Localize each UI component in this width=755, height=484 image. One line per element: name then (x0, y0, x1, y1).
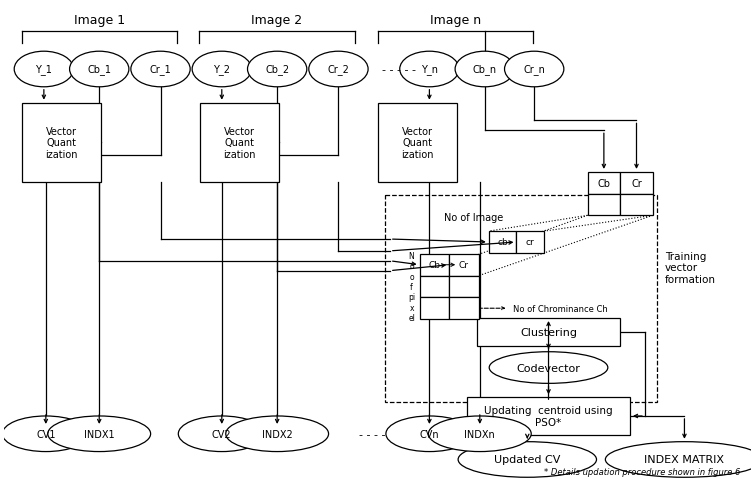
Text: - - - - - - - - - -: - - - - - - - - - - (359, 429, 430, 439)
Bar (22, 104, 101, 182)
Text: Cr_1: Cr_1 (149, 64, 171, 76)
Text: Image 2: Image 2 (251, 14, 302, 27)
Text: N
o
o
f
pi
x
el: N o o f pi x el (408, 251, 415, 322)
Bar (587, 194, 620, 216)
Bar (449, 254, 479, 276)
Ellipse shape (504, 52, 564, 88)
Text: INDEX MATRIX: INDEX MATRIX (645, 454, 725, 465)
Text: Vector
Quant
ization: Vector Quant ization (402, 126, 434, 159)
Ellipse shape (428, 416, 532, 452)
Ellipse shape (455, 52, 514, 88)
Text: Vector
Quant
ization: Vector Quant ization (223, 126, 256, 159)
Text: Codevector: Codevector (516, 363, 581, 373)
Text: Cr_n: Cr_n (523, 64, 545, 76)
Bar (420, 254, 449, 276)
Text: Vector
Quant
ization: Vector Quant ization (45, 126, 78, 159)
Ellipse shape (248, 52, 307, 88)
Bar (467, 397, 630, 435)
Text: Cb: Cb (597, 178, 610, 188)
Ellipse shape (69, 52, 129, 88)
Ellipse shape (193, 52, 251, 88)
Bar (620, 194, 653, 216)
Bar (378, 104, 457, 182)
Text: - - - - -: - - - - - (382, 65, 416, 75)
Text: Cb_2: Cb_2 (265, 64, 289, 76)
Text: CV2: CV2 (212, 429, 232, 439)
Text: Updated CV: Updated CV (494, 454, 560, 465)
Text: Cr: Cr (631, 178, 642, 188)
Ellipse shape (131, 52, 190, 88)
Text: Y_1: Y_1 (35, 64, 52, 76)
Bar (488, 232, 516, 253)
Text: Image n: Image n (430, 14, 481, 27)
Ellipse shape (458, 442, 596, 477)
Ellipse shape (14, 52, 73, 88)
Text: Y_2: Y_2 (214, 64, 230, 76)
Ellipse shape (309, 52, 368, 88)
Text: Cb_1: Cb_1 (88, 64, 111, 76)
Text: Cb: Cb (428, 261, 440, 270)
Text: Updating  centroid using
PSO*: Updating centroid using PSO* (484, 405, 613, 427)
Ellipse shape (606, 442, 755, 477)
Text: * Details updation procedure shown in figure 6: * Details updation procedure shown in fi… (544, 468, 741, 476)
Ellipse shape (489, 352, 608, 383)
Ellipse shape (48, 416, 151, 452)
Text: CV1: CV1 (36, 429, 56, 439)
Ellipse shape (399, 52, 459, 88)
Bar (385, 195, 657, 402)
Bar (516, 232, 544, 253)
Text: No of Chrominance Ch: No of Chrominance Ch (513, 304, 609, 313)
Bar (420, 298, 449, 319)
Text: Training
vector
formation: Training vector formation (664, 251, 716, 284)
Text: Cb_n: Cb_n (473, 64, 497, 76)
Text: Cr: Cr (459, 261, 469, 270)
Text: CVn: CVn (420, 429, 439, 439)
Ellipse shape (178, 416, 265, 452)
Bar (449, 298, 479, 319)
Ellipse shape (2, 416, 89, 452)
Text: Clustering: Clustering (520, 327, 577, 337)
Text: INDX1: INDX1 (84, 429, 115, 439)
Bar (420, 276, 449, 298)
Ellipse shape (386, 416, 473, 452)
Text: No of Image: No of Image (444, 213, 504, 223)
Bar (200, 104, 279, 182)
Text: Image 1: Image 1 (74, 14, 125, 27)
Bar (587, 172, 620, 194)
Bar (477, 318, 620, 346)
Text: INDXn: INDXn (464, 429, 495, 439)
Text: Y_n: Y_n (421, 64, 438, 76)
Text: cb: cb (498, 238, 508, 247)
Ellipse shape (226, 416, 328, 452)
Text: cr: cr (525, 238, 535, 247)
Bar (620, 172, 653, 194)
Text: INDX2: INDX2 (262, 429, 292, 439)
Text: Cr_2: Cr_2 (328, 64, 350, 76)
Bar (449, 276, 479, 298)
